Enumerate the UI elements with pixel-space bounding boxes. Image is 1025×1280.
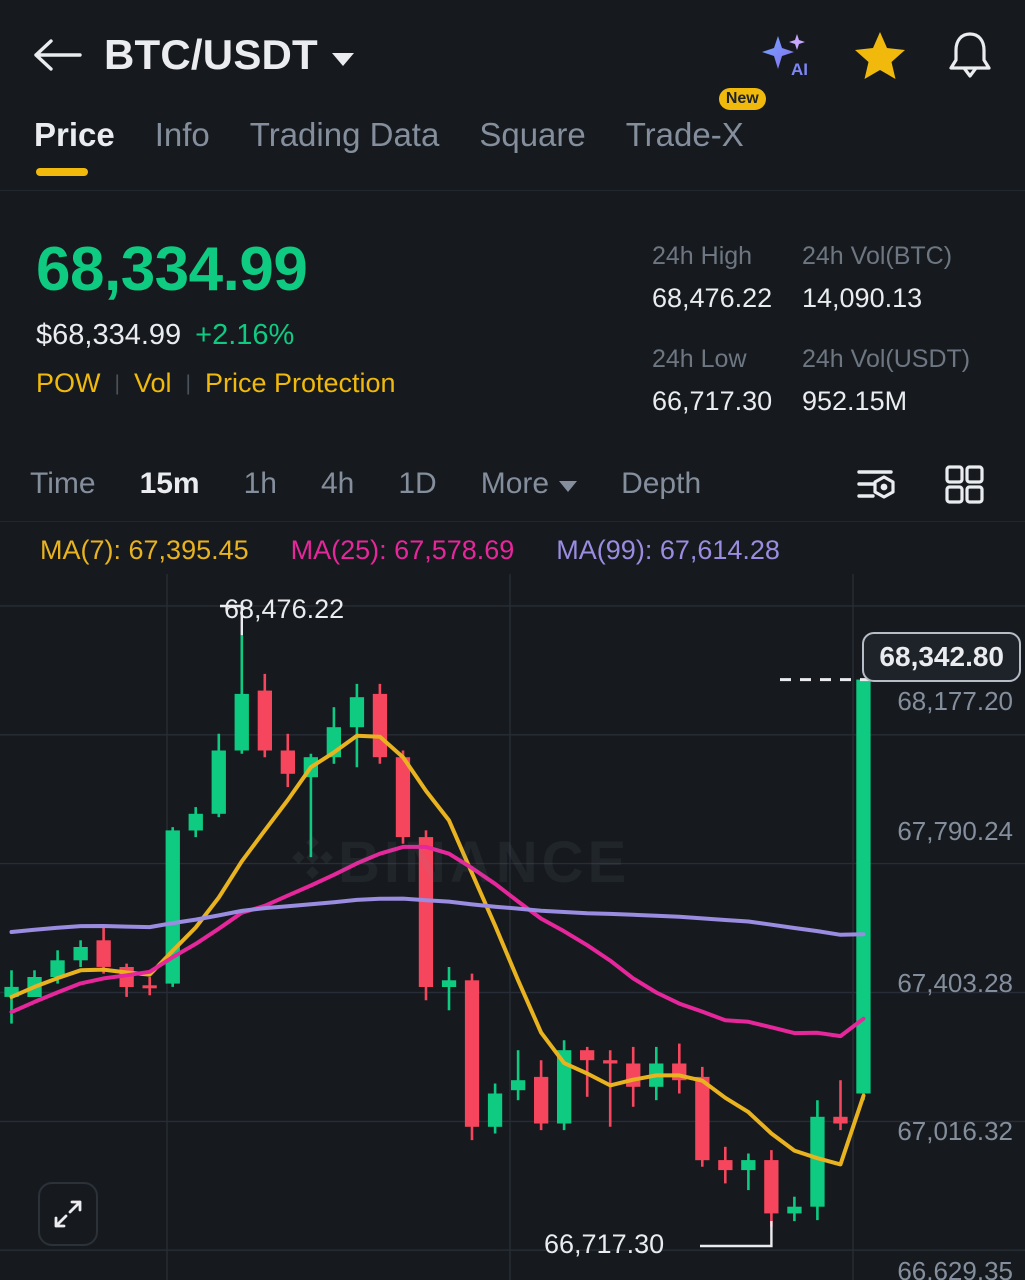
interval-15m[interactable]: 15m [139,467,200,500]
tab-trade-x[interactable]: Trade-X New [625,88,766,154]
star-icon[interactable] [853,29,907,81]
axis-tick-4: 67,016.32 [897,1116,1013,1146]
chevron-down-icon[interactable] [331,52,354,66]
price-summary: 68,334.99 $68,334.99 +2.16% POW | Vol | … [0,214,1025,440]
ma25-value: 67,578.69 [394,534,515,565]
ma7-legend[interactable]: MA(7): 67,395.45 [40,534,249,565]
stat-value: 14,090.13 [802,283,923,314]
back-arrow-icon[interactable] [30,28,84,82]
tab-label: Square [479,116,586,153]
low-annotation: 66,717.30 [544,1229,665,1259]
tab-bar: Price Info Trading Data Square Trade-X N… [0,88,1025,190]
change-percent: +2.16% [195,319,295,352]
svg-text:AI: AI [791,60,808,79]
stat-label: 24h Vol(USDT) [802,344,971,373]
high-annotation: 68,476.22 [224,594,345,624]
new-badge: New [718,88,766,110]
tab-square[interactable]: Square [479,112,585,154]
top-bar: BTC/USDT AI [0,0,1025,110]
stat-24h-vol-usdt: 24h Vol(USDT) 952.15M [802,341,1002,422]
fullscreen-expand-icon[interactable] [38,1182,98,1246]
interval-more-label: More [480,467,550,500]
tag-vol[interactable]: Vol [133,368,172,399]
active-tab-underline [36,168,88,176]
stat-24h-low: 24h Low 66,717.30 [652,341,852,422]
interval-toolbar: Time 15m 1h 4h 1D More Depth [0,448,1025,520]
interval-4h[interactable]: 4h [320,467,355,500]
tab-divider [0,190,1025,191]
chevron-down-icon [559,481,578,492]
grid-layout-icon[interactable] [941,461,987,507]
tab-label: Trade-X [625,116,744,153]
market-stats: 24h High 68,476.22 24h Vol(BTC) 14,090.1… [652,238,1002,422]
axis-tick-1: 68,177.20 [897,686,1013,716]
stat-value: 68,476.22 [652,283,773,314]
tag-pow[interactable]: POW [36,368,101,399]
interval-time[interactable]: Time [30,467,96,500]
stat-value: 66,717.30 [652,386,773,416]
interval-1d[interactable]: 1D [398,467,437,500]
stat-label: 24h Vol(BTC) [802,242,953,270]
tag-price-protection[interactable]: Price Protection [204,368,396,399]
stat-value: 952.15M [802,386,908,416]
axis-tick-3: 67,403.28 [897,968,1013,998]
ma25-name: MA(25) [290,534,380,565]
last-price: 68,334.99 [36,235,308,304]
axis-tick-2: 67,790.24 [897,816,1013,846]
binance-watermark-logo [290,836,334,880]
stat-24h-high: 24h High 68,476.22 [652,238,852,319]
chart-settings-icon[interactable] [851,460,899,508]
ma99-value: 67,614.28 [659,534,780,565]
chart-tool-icons [851,460,987,508]
chart-canvas[interactable] [0,574,1025,1280]
page-title[interactable]: BTC/USDT [104,31,318,78]
fiat-price: $68,334.99 [36,319,182,352]
top-icon-group: AI [761,28,995,82]
tag-separator: | [185,371,191,395]
price-left-column: 68,334.99 $68,334.99 +2.16% POW | Vol | … [36,234,396,399]
tab-label: Price [34,116,115,153]
ma99-name: MA(99) [556,534,645,565]
ma99-legend[interactable]: MA(99): 67,614.28 [556,534,780,565]
axis-tick-5: 66,629.35 [897,1256,1013,1280]
tab-label: Info [154,116,210,153]
toolbar-divider [0,521,1025,522]
ma-legend: MA(7): 67,395.45 MA(25): 67,578.69 MA(99… [0,526,1025,574]
tab-price[interactable]: Price [34,112,115,176]
stat-label: 24h High [652,242,753,270]
stat-label: 24h Low [652,344,747,373]
tab-trading-data[interactable]: Trading Data [250,112,440,154]
tab-label: Trading Data [249,116,440,153]
price-sub-row: $68,334.99 +2.16% [36,319,396,352]
depth-button[interactable]: Depth [621,467,702,500]
tag-separator: | [114,371,120,395]
stat-24h-vol-btc: 24h Vol(BTC) 14,090.13 [802,238,1002,319]
interval-more[interactable]: More [480,467,578,501]
interval-1h[interactable]: 1h [243,467,277,500]
tag-row: POW | Vol | Price Protection [36,368,396,399]
bell-icon[interactable] [945,29,995,81]
last-price-tag: 68,342.80 [862,632,1021,682]
ai-sparkle-icon[interactable]: AI [761,28,815,82]
candlestick-chart[interactable]: BINANCE 68,564.17 68,177.20 67,790.24 67… [0,574,1025,1280]
tab-info[interactable]: Info [155,112,210,154]
ma7-name: MA(7) [40,534,114,565]
ma7-value: 67,395.45 [128,534,249,565]
ma25-legend[interactable]: MA(25): 67,578.69 [290,534,515,565]
